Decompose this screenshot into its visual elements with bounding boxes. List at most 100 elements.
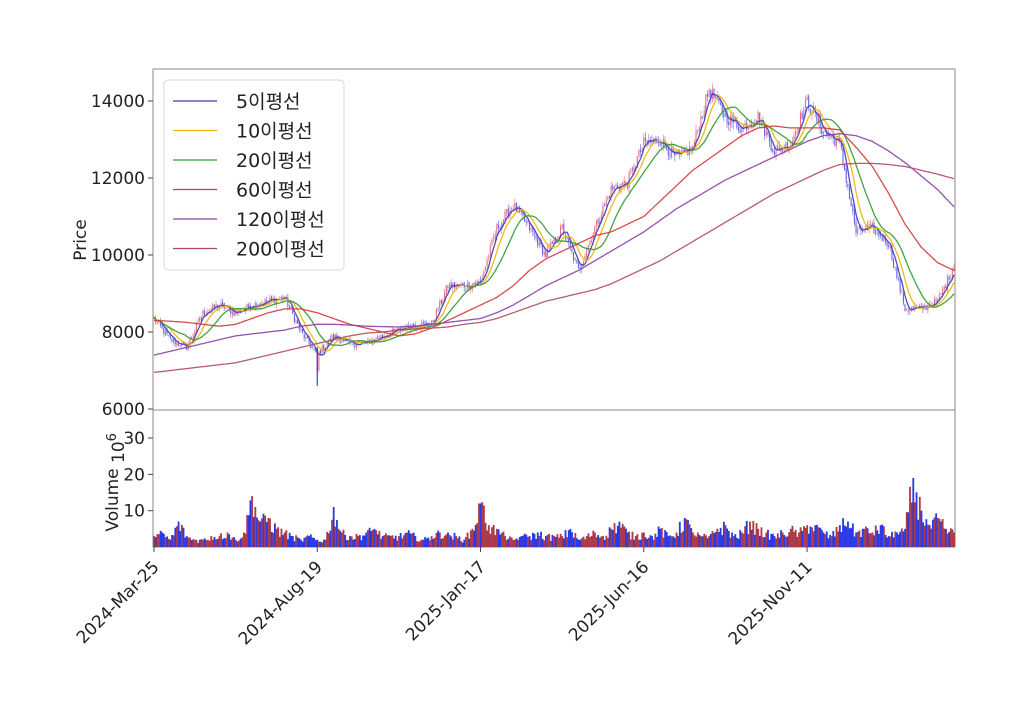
volume-bar	[930, 528, 933, 547]
volume-bar	[497, 529, 500, 547]
volume-bar	[303, 537, 306, 547]
volume-bar	[309, 534, 312, 547]
candle-body	[251, 307, 253, 310]
volume-bar	[440, 538, 443, 547]
candle-body	[777, 145, 779, 150]
volume-bar	[368, 527, 371, 547]
candle-body	[527, 221, 529, 223]
volume-bar	[398, 536, 400, 547]
volume-bar	[466, 532, 469, 547]
volume-bar	[337, 528, 340, 547]
candle-body	[355, 345, 358, 348]
candle-body	[876, 229, 878, 231]
volume-bar	[334, 526, 337, 547]
candle-body	[630, 170, 632, 172]
volume-bar	[481, 502, 484, 547]
volume-bar	[912, 477, 915, 547]
candle-body	[765, 131, 767, 136]
candle-body	[218, 305, 220, 310]
ma-line-200	[153, 162, 955, 374]
volume-bar	[951, 529, 954, 547]
candle-body	[786, 142, 789, 151]
volume-bar	[300, 539, 302, 547]
candle-body	[842, 147, 844, 163]
volume-bar	[798, 532, 800, 547]
volume-bar	[549, 540, 552, 547]
volume-bar	[876, 530, 879, 547]
volume-bar	[218, 536, 221, 547]
volume-bar	[753, 534, 756, 547]
price-y-axis: 6000 8000 10000 12000 14000	[91, 92, 153, 420]
candle-body	[189, 338, 191, 346]
volume-bar	[231, 537, 234, 547]
volume-bar	[734, 534, 737, 547]
candle-body	[530, 227, 532, 230]
candle-body	[747, 126, 749, 130]
volume-bar	[587, 533, 590, 547]
volume-bar	[494, 535, 497, 547]
volume-bar	[788, 532, 791, 547]
volume-bar	[799, 527, 802, 547]
volume-bar	[190, 539, 193, 547]
volume-bar	[891, 531, 893, 547]
candle-body	[269, 297, 271, 302]
volume-bar	[535, 538, 538, 547]
volume-bar	[193, 539, 196, 547]
volume-bar	[820, 529, 823, 547]
candle-body	[909, 309, 911, 311]
x-tick-label: 2025-Jan-17	[402, 557, 490, 645]
volume-bar	[239, 538, 242, 547]
candle-body	[785, 142, 787, 150]
candle-body	[883, 235, 885, 241]
volume-bar	[739, 530, 742, 547]
volume-bars	[153, 477, 956, 547]
volume-bar	[158, 534, 160, 547]
volume-bar	[182, 527, 185, 547]
volume-bar	[850, 527, 853, 547]
volume-bar	[450, 536, 453, 547]
candle-body	[435, 309, 438, 320]
volume-bar	[491, 527, 493, 547]
volume-bar	[548, 533, 551, 547]
candle-body	[172, 339, 175, 343]
candle-body	[545, 251, 547, 258]
volume-bar	[461, 542, 464, 547]
volume-bar	[513, 539, 516, 547]
candle-body	[197, 320, 199, 323]
candle-body	[248, 304, 250, 308]
candle-body	[447, 286, 449, 288]
volume-bar	[244, 533, 247, 547]
volume-bar	[922, 522, 924, 547]
volume-bar	[486, 530, 489, 547]
candle-body	[221, 301, 224, 304]
volume-bar	[672, 536, 675, 547]
volume-bar	[896, 532, 898, 547]
candle-body	[377, 336, 379, 339]
candle-body	[303, 334, 305, 339]
volume-bar	[886, 537, 889, 547]
volume-bar	[465, 537, 467, 547]
volume-bar	[657, 526, 660, 547]
candle-body	[215, 304, 217, 307]
volume-bar	[216, 538, 219, 547]
volume-bar	[416, 540, 418, 547]
candle-body	[604, 204, 606, 206]
price-y-tick-label: 14000	[91, 92, 145, 112]
volume-y-axis-label: Volume	[103, 468, 123, 531]
volume-bar	[269, 518, 271, 547]
volume-bar	[556, 534, 559, 547]
candle-body	[759, 112, 761, 126]
volume-bar	[938, 518, 941, 547]
candle-body	[213, 304, 216, 308]
volume-bar	[781, 532, 784, 547]
volume-bar	[489, 533, 492, 547]
volume-bar	[616, 525, 619, 547]
candle-body	[182, 342, 184, 344]
volume-bar	[801, 531, 804, 547]
volume-bar	[174, 527, 177, 547]
volume-bar	[215, 539, 218, 547]
candle-body	[894, 267, 896, 269]
volume-bar	[414, 536, 417, 547]
volume-bar	[399, 532, 402, 547]
volume-bar	[809, 526, 812, 547]
